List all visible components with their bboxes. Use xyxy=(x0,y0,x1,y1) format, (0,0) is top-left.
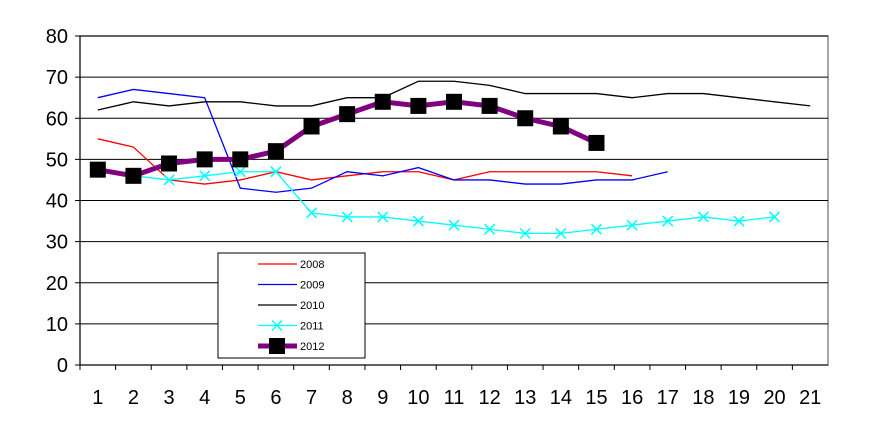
data-point xyxy=(552,118,569,135)
data-point xyxy=(484,223,496,235)
data-point xyxy=(626,219,638,231)
data-point xyxy=(374,93,391,110)
legend: 2008 2009 2010 2011 2012 xyxy=(217,252,366,359)
x-tick-label: 15 xyxy=(585,387,607,409)
x-tick-label: 5 xyxy=(235,387,246,409)
data-point xyxy=(163,174,175,186)
data-point xyxy=(232,151,249,168)
x-tick-label: 13 xyxy=(514,387,536,409)
data-point xyxy=(446,93,462,110)
y-tick-label: 80 xyxy=(46,26,68,48)
y-tick-label: 0 xyxy=(57,355,68,377)
x-tick-label: 3 xyxy=(163,387,174,409)
data-point xyxy=(305,207,318,219)
x-tick-label: 11 xyxy=(444,387,465,409)
legend-item-2011: 2011 xyxy=(258,319,324,333)
data-point xyxy=(410,97,427,114)
legend-label: 2012 xyxy=(300,341,324,353)
series-2010 xyxy=(97,80,811,111)
y-tick-label: 40 xyxy=(46,191,68,213)
x-tick-label: 17 xyxy=(657,387,679,409)
data-point xyxy=(517,110,534,127)
x-tick-label: 2 xyxy=(128,387,139,409)
data-point xyxy=(588,134,605,151)
legend-item-2012: 2012 xyxy=(258,338,324,354)
data-point xyxy=(341,211,353,223)
legend-item-2009: 2009 xyxy=(258,280,324,292)
y-tick-label: 30 xyxy=(46,232,68,254)
x-tick-label: 7 xyxy=(306,387,317,409)
y-tick-label: 10 xyxy=(46,314,68,336)
data-point xyxy=(519,227,531,239)
data-point xyxy=(234,166,246,178)
data-point xyxy=(555,227,567,239)
data-point xyxy=(199,170,211,182)
x-tick-label: 19 xyxy=(728,387,750,409)
data-point xyxy=(769,211,781,223)
data-point xyxy=(448,219,460,231)
x-tick-label: 8 xyxy=(342,387,353,409)
data-point xyxy=(161,155,178,172)
legend-marker xyxy=(269,338,285,354)
legend-marker xyxy=(271,319,283,332)
data-point xyxy=(339,106,356,123)
x-tick-label: 10 xyxy=(407,387,429,409)
y-tick-label: 70 xyxy=(46,67,68,89)
x-tick-label: 18 xyxy=(692,387,714,409)
data-point xyxy=(662,215,674,227)
data-point xyxy=(89,161,106,178)
x-tick-label: 21 xyxy=(799,387,821,409)
data-point xyxy=(303,118,320,135)
data-point xyxy=(733,215,745,227)
data-point xyxy=(481,97,498,114)
data-point xyxy=(697,211,709,223)
series-line-2009 xyxy=(97,88,668,193)
x-tick-label: 14 xyxy=(550,387,572,409)
data-point xyxy=(125,167,142,184)
legend-label: 2010 xyxy=(300,300,324,312)
series-2012 xyxy=(89,93,605,184)
y-tick-label: 20 xyxy=(46,273,68,295)
data-point xyxy=(377,211,389,223)
x-tick-label: 20 xyxy=(763,387,785,409)
series-2009 xyxy=(97,88,668,193)
legend-item-2008: 2008 xyxy=(258,259,324,271)
legend-label: 2009 xyxy=(300,280,324,292)
data-point xyxy=(270,166,282,178)
series-line-2011 xyxy=(97,171,775,235)
y-tick-label: 50 xyxy=(46,149,68,171)
x-tick-label: 6 xyxy=(270,387,281,409)
x-tick-label: 1 xyxy=(92,387,103,409)
x-tick-label: 9 xyxy=(377,387,388,409)
y-tick-label: 60 xyxy=(46,108,68,130)
x-tick-label: 16 xyxy=(621,387,643,409)
legend-label: 2008 xyxy=(300,259,324,271)
data-point xyxy=(196,151,213,168)
data-point xyxy=(590,223,603,235)
data-point xyxy=(267,143,284,160)
series-line-2010 xyxy=(97,80,811,111)
legend-item-2010: 2010 xyxy=(258,300,324,312)
legend-label: 2011 xyxy=(300,321,324,333)
x-tick-label: 4 xyxy=(199,387,210,409)
data-point xyxy=(412,215,424,227)
x-tick-label: 12 xyxy=(478,387,500,409)
